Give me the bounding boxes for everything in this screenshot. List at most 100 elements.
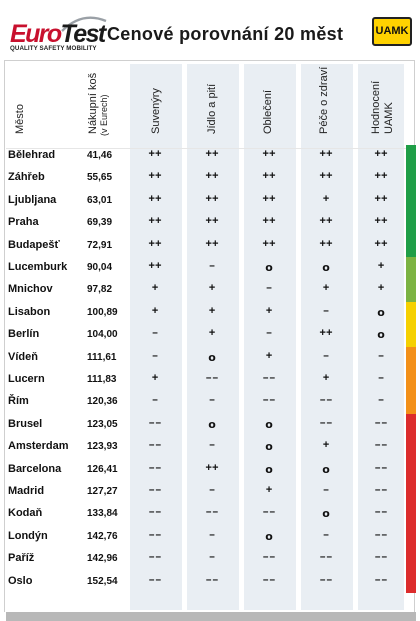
- basket-price: 69,39: [87, 217, 113, 229]
- basket-price: 142,96: [87, 553, 118, 565]
- rating-mark-c: ++: [262, 171, 276, 184]
- city-name: Bělehrad: [8, 149, 56, 161]
- band-souvenirs: [130, 64, 182, 610]
- basket-price: 127,27: [87, 486, 118, 497]
- rating-mark-f: ––: [205, 574, 219, 587]
- city-name: Amsterdam: [8, 440, 69, 453]
- table-row: Lisabon 100,89 + + + – o: [0, 302, 420, 323]
- basket-price: 126,41: [87, 463, 118, 475]
- rating-mark-f: +: [208, 305, 216, 318]
- uamk-logo-text: UAMK: [375, 25, 409, 37]
- table-row: Vídeň 111,61 – o + – –: [0, 347, 420, 368]
- rating-mark-h: ++: [319, 149, 333, 161]
- rating-mark-c: ++: [262, 238, 276, 251]
- city-name: Lucern: [8, 373, 45, 385]
- rating-mark-r: ––: [374, 529, 388, 542]
- page-title: Cenové porovnání 20 měst: [107, 24, 344, 44]
- footer-bar: [6, 612, 416, 621]
- rating-color-segment: [406, 257, 416, 302]
- logo-euro: Euro: [10, 20, 62, 48]
- basket-price: 123,05: [87, 418, 118, 430]
- rating-mark-s: ++: [148, 193, 162, 206]
- basket-price: 63,01: [87, 194, 113, 206]
- basket-price: 123,93: [87, 441, 118, 453]
- basket-price: 142,76: [87, 530, 118, 542]
- rating-mark-f: –: [208, 552, 216, 565]
- rating-mark-f: –: [208, 485, 216, 497]
- rating-mark-c: –: [265, 328, 273, 341]
- header-city: Město: [14, 104, 26, 134]
- basket-price: 111,83: [87, 374, 117, 385]
- rating-mark-h: ++: [319, 171, 333, 184]
- rating-mark-r: ––: [374, 417, 388, 430]
- rating-mark-s: ––: [148, 507, 162, 520]
- rating-mark-f: ++: [205, 462, 219, 475]
- table-row: Praha 69,39 ++ ++ ++ ++ ++: [0, 212, 420, 233]
- header: EuroTest QUALITY SAFETY MOBILITY Cenové …: [0, 0, 420, 56]
- basket-price: 133,84: [87, 508, 118, 520]
- rating-mark-r: –: [377, 350, 385, 363]
- basket-price: 104,00: [87, 329, 118, 341]
- rating-mark-f: ––: [205, 507, 219, 520]
- rating-mark-r: o: [377, 328, 385, 342]
- rating-mark-r: –: [377, 395, 385, 408]
- table-row: Madrid 127,27 –– – + – ––: [0, 481, 420, 502]
- band-rating: [358, 64, 404, 610]
- swoosh-icon: [61, 16, 107, 32]
- rating-mark-s: ––: [148, 529, 162, 542]
- rating-mark-r: ++: [374, 171, 388, 184]
- table-row: Amsterdam 123,93 –– – o + ––: [0, 436, 420, 457]
- basket-price: 120,36: [87, 396, 118, 408]
- rating-mark-h: ++: [319, 328, 333, 341]
- rating-mark-h: ++: [319, 216, 333, 229]
- city-name: Vídeň: [8, 350, 38, 363]
- rating-mark-h: –: [322, 305, 330, 318]
- header-rating-uamk: UAMK: [383, 102, 395, 134]
- city-name: Berlín: [8, 328, 40, 341]
- table-row: Barcelona 126,41 –– ++ o o ––: [0, 459, 420, 480]
- rating-mark-s: ++: [148, 238, 162, 251]
- rating-mark-r: ––: [374, 485, 388, 497]
- rating-color-segment: [406, 413, 416, 593]
- rating-mark-r: ––: [374, 507, 388, 520]
- table-row: Mnichov 97,82 + + – + +: [0, 279, 420, 300]
- rating-mark-c: ––: [262, 395, 276, 408]
- table-row: Záhřeb 55,65 ++ ++ ++ ++ ++: [0, 167, 420, 188]
- rating-mark-r: –: [377, 373, 385, 385]
- rating-mark-h: +: [322, 193, 330, 206]
- rating-mark-h: –: [322, 485, 330, 497]
- rating-mark-s: ––: [148, 462, 162, 475]
- rating-mark-s: +: [151, 283, 159, 296]
- rating-mark-s: –: [151, 328, 159, 341]
- logo-tagline: QUALITY SAFETY MOBILITY: [10, 45, 97, 52]
- rating-mark-s: ––: [148, 574, 162, 587]
- basket-price: 55,65: [87, 172, 113, 184]
- rating-mark-s: +: [151, 373, 159, 385]
- header-basket-unit: (v Eurech): [99, 94, 109, 136]
- rating-mark-r: o: [377, 305, 385, 319]
- rating-mark-c: ––: [262, 373, 276, 385]
- rating-mark-f: ––: [205, 373, 219, 385]
- rating-mark-c: +: [265, 350, 273, 363]
- rating-mark-f: o: [208, 350, 216, 364]
- rating-mark-c: ––: [262, 507, 276, 520]
- rating-mark-s: ––: [148, 552, 162, 565]
- rating-mark-r: ––: [374, 440, 388, 453]
- rating-mark-c: o: [265, 261, 273, 274]
- rating-mark-s: ++: [148, 171, 162, 184]
- rating-mark-f: ++: [205, 149, 219, 161]
- city-name: Ljubljana: [8, 193, 57, 206]
- city-name: Praha: [8, 216, 39, 229]
- rating-color-segment: [406, 346, 416, 414]
- table-row: Berlín 104,00 – + – ++ o: [0, 324, 420, 345]
- basket-price: 152,54: [87, 575, 118, 587]
- rating-mark-h: +: [322, 283, 330, 296]
- table-row: Lucemburk 90,04 ++ – o o +: [0, 257, 420, 278]
- rating-mark-c: o: [265, 529, 273, 543]
- rating-color-segment: [406, 301, 416, 347]
- rating-mark-h: +: [322, 440, 330, 453]
- uamk-logo: UAMK: [372, 17, 412, 46]
- rating-mark-r: +: [377, 261, 385, 273]
- city-name: Řím: [8, 395, 29, 408]
- header-clothing: Oblečení: [262, 89, 274, 134]
